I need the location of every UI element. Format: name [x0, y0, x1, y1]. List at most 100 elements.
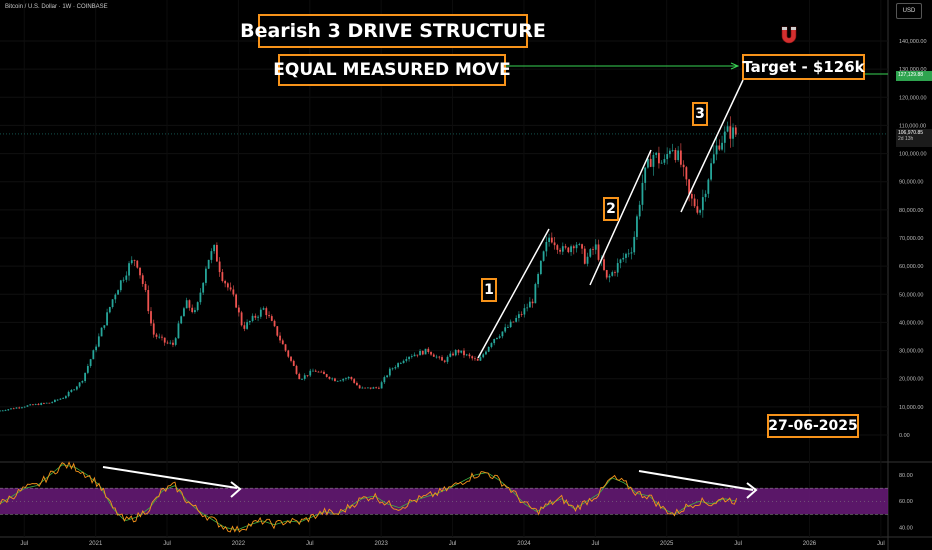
candle-body	[111, 299, 114, 308]
candle-body	[690, 193, 693, 199]
candle-body	[688, 179, 691, 194]
date-annotation: 27-06-2025	[767, 414, 859, 438]
price-tick-label: 110,000.00	[899, 123, 926, 129]
candle-body	[402, 360, 405, 364]
candles	[0, 116, 888, 412]
candle-body	[452, 353, 454, 356]
candle-body	[517, 314, 520, 319]
candle-body	[334, 378, 336, 382]
candle-body	[320, 371, 323, 373]
candle-body	[133, 260, 136, 261]
candle-body	[166, 342, 169, 344]
price-tick-label: 140,000.00	[899, 39, 927, 45]
candle-body	[504, 327, 507, 332]
candle-body	[652, 154, 655, 167]
candle-body	[388, 368, 391, 376]
candle-body	[603, 259, 605, 271]
current-price-tag: 106,970.85 2d 13h	[896, 129, 932, 147]
time-tick-label: Jul	[449, 541, 457, 547]
drive-2-label: 2	[603, 197, 619, 221]
candle-body	[564, 246, 567, 248]
candle-body	[339, 380, 342, 382]
candle-body	[427, 348, 430, 352]
candle-body	[147, 290, 150, 312]
candle-body	[468, 354, 471, 357]
price-tick-label: 40,000.00	[899, 320, 923, 326]
price-tick-label: 60,000.00	[899, 264, 923, 270]
price-tick-label: 90,000.00	[899, 180, 923, 186]
candle-body	[298, 373, 301, 380]
target-price-tag: 127,129.88	[896, 71, 932, 81]
candle-body	[37, 404, 40, 405]
candle-body	[328, 376, 331, 379]
price-tick-label: 50,000.00	[899, 292, 923, 298]
price-tick-label: 20,000.00	[899, 377, 923, 383]
currency-button[interactable]: USD	[896, 3, 922, 19]
candle-body	[663, 159, 666, 163]
price-axis[interactable]: 0.00 10,000.00 20,000.00 30,000.00 40,000.00…	[899, 39, 927, 531]
candle-body	[106, 312, 108, 326]
candle-body	[704, 193, 707, 198]
title-annotation: Bearish 3 DRIVE STRUCTURE	[240, 14, 546, 48]
candle-body	[279, 335, 281, 341]
candle-body	[81, 381, 84, 383]
measured-move-annotation: EQUAL MEASURED MOVE	[273, 54, 511, 86]
time-tick-label: 2025	[660, 541, 674, 547]
candle-body	[671, 150, 674, 151]
candle-body	[485, 351, 487, 355]
candle-body	[493, 339, 496, 344]
candle-body	[542, 251, 545, 261]
candle-body	[119, 280, 122, 291]
candle-body	[48, 402, 51, 404]
candle-body	[205, 268, 207, 283]
candle-body	[556, 245, 559, 250]
candle-body	[583, 248, 586, 264]
candle-body	[59, 398, 62, 400]
drawings	[102, 62, 888, 499]
candle-body	[567, 247, 570, 253]
candle-body	[108, 307, 111, 313]
candle-body	[726, 126, 729, 132]
candle-body	[487, 346, 490, 352]
candle-body	[23, 406, 26, 408]
drive-1-label: 1	[481, 278, 497, 302]
candle-body	[383, 377, 386, 383]
candle-body	[476, 358, 479, 361]
candle-body	[75, 386, 78, 390]
target-annotation: Target - $126k	[742, 54, 865, 80]
candle-body	[301, 378, 303, 380]
candle-body	[67, 391, 70, 397]
candle-body	[248, 321, 251, 323]
candle-body	[430, 351, 432, 355]
candle-body	[550, 237, 553, 243]
candle-body	[103, 325, 106, 328]
candle-body	[56, 399, 59, 401]
candle-body	[668, 150, 671, 155]
time-axis[interactable]: Jul 2021 Jul 2022 Jul 2023 Jul 2024 Jul 2025 Jul 20…	[20, 541, 884, 547]
candle-body	[501, 331, 504, 337]
candle-body	[715, 145, 718, 155]
rsi-divergence-line-2	[638, 470, 754, 491]
candle-body	[345, 378, 347, 380]
candle-body	[638, 204, 641, 217]
candle-body	[183, 308, 185, 317]
candle-body	[507, 327, 509, 328]
time-tick-label: 2021	[89, 541, 103, 547]
candle-body	[723, 131, 726, 143]
candle-body	[666, 154, 669, 160]
candle-body	[660, 162, 663, 164]
rsi-tick-label: 40.00	[899, 525, 913, 531]
time-tick-label: 2022	[232, 541, 246, 547]
candle-body	[548, 237, 550, 243]
candle-body	[572, 246, 575, 249]
candle-body	[89, 359, 92, 367]
candle-body	[578, 244, 581, 246]
rsi-pane	[0, 461, 888, 533]
candle-body	[405, 359, 408, 361]
candle-body	[262, 308, 265, 310]
candle-body	[677, 150, 680, 161]
rsi-divergence-arrowhead-1	[230, 481, 242, 498]
candle-body	[210, 251, 213, 260]
